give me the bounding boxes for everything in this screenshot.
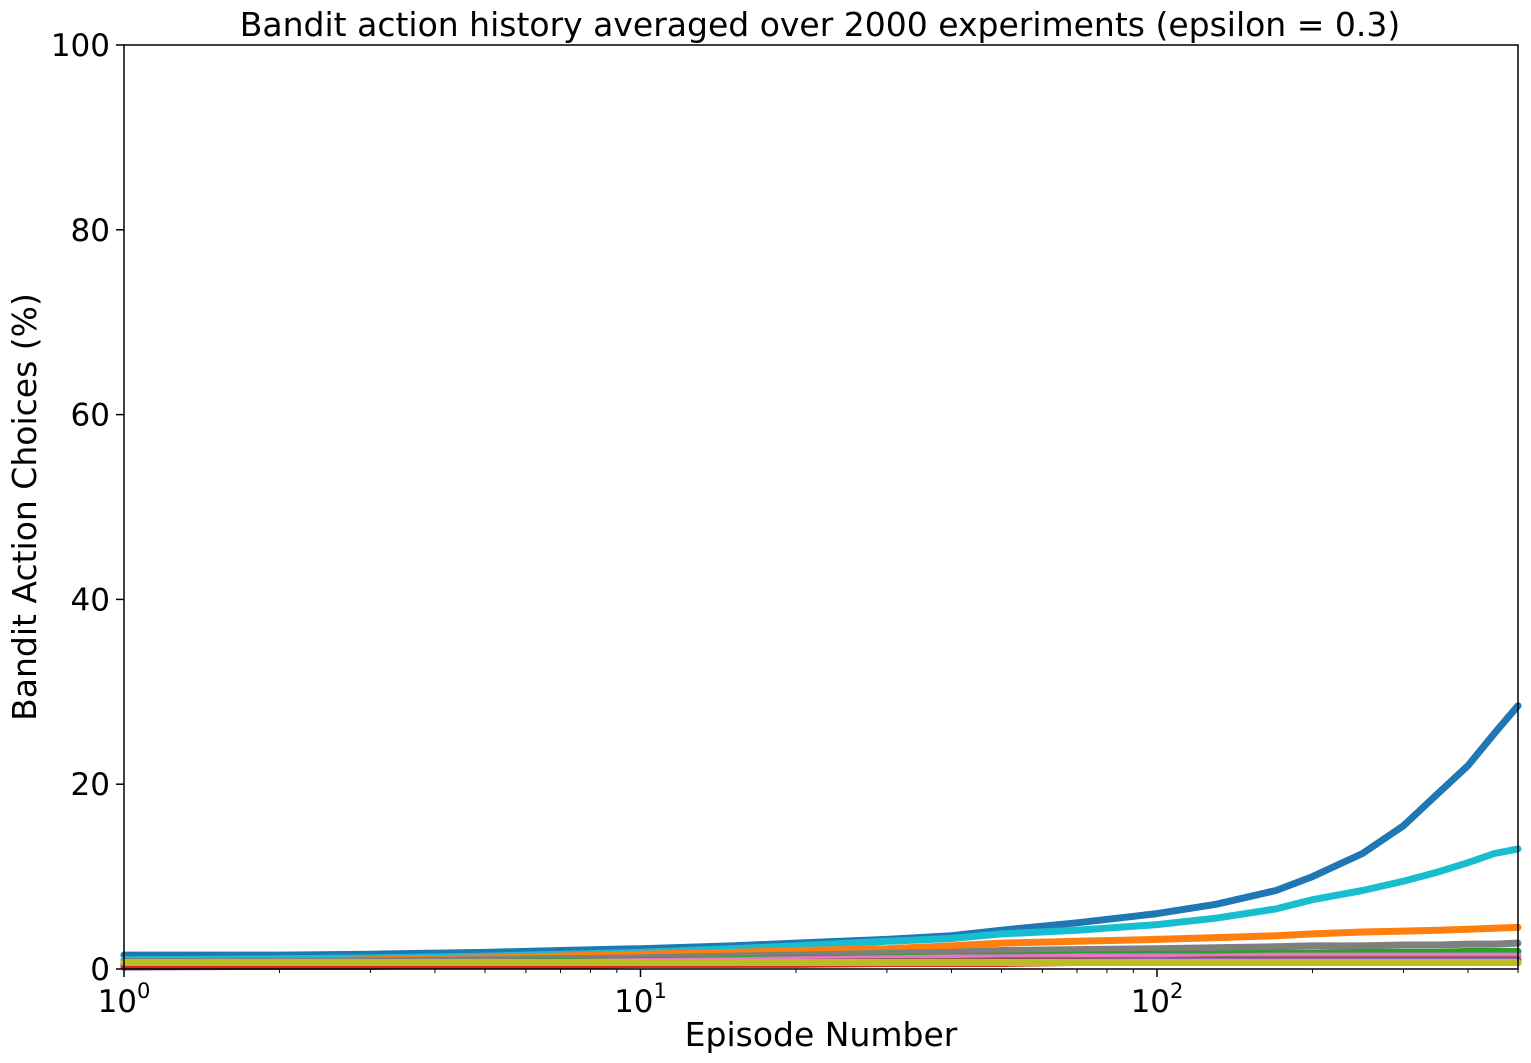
x-tick-base: 10 <box>614 984 653 1020</box>
x-axis-label: Episode Number <box>685 1015 958 1054</box>
y-tick-label: 100 <box>51 28 110 64</box>
x-tick-exponent: 1 <box>654 979 667 1003</box>
x-axis-ticks: 100 101 102 <box>98 969 1519 1020</box>
y-tick-label: 0 <box>90 952 110 988</box>
series-lines <box>120 702 1522 971</box>
y-tick-label: 40 <box>71 582 110 618</box>
x-tick-exponent: 0 <box>137 979 150 1003</box>
x-tick-exponent: 2 <box>1170 979 1183 1003</box>
x-tick-base: 10 <box>98 984 137 1020</box>
y-tick-label: 20 <box>71 767 110 803</box>
x-tick-label: 102 <box>1131 979 1184 1020</box>
y-tick-label: 80 <box>71 213 110 249</box>
x-tick-label: 101 <box>614 979 667 1020</box>
y-axis-label: Bandit Action Choices (%) <box>5 293 44 721</box>
chart-title: Bandit action history averaged over 2000… <box>240 5 1400 44</box>
series-line-1 <box>120 702 1522 959</box>
x-tick-base: 10 <box>1131 984 1170 1020</box>
y-axis-ticks: 0 20 40 60 80 100 <box>51 28 124 988</box>
y-tick-label: 60 <box>71 398 110 434</box>
plot-frame <box>123 44 1519 970</box>
x-tick-label: 100 <box>98 979 151 1020</box>
